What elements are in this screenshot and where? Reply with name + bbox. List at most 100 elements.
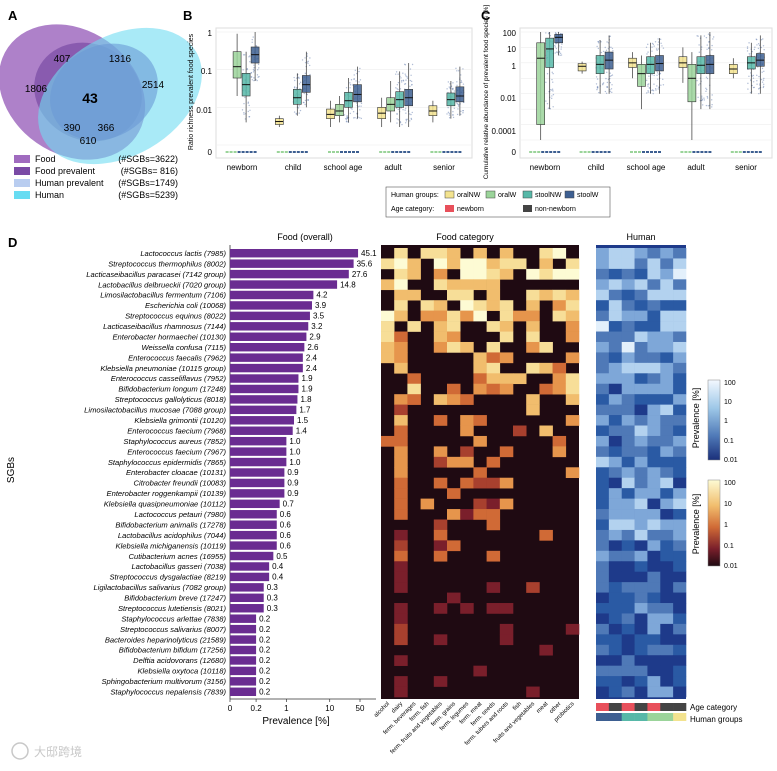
jitter-point [711,99,713,101]
heatmap-cell [394,248,408,259]
jitter-point [661,45,663,47]
heatmap-cell [394,623,408,635]
bar-category-label: Staphylococcus nepalensis (7839) [110,688,226,697]
jitter-point [555,43,557,45]
heatmap-cell [608,634,623,646]
jitter-point [251,41,253,43]
heatmap-cell [608,415,623,426]
jitter-point [757,88,760,90]
heatmap-cell [513,258,527,270]
bar-category-label: Limosilactobacillus mucosae (7088 group) [84,406,226,415]
jitter-point [402,108,404,111]
bar [230,583,264,592]
heatmap-cell [621,258,635,270]
heatmap-human-footer [596,703,687,721]
colorbar-tick: 100 [724,480,736,487]
heatmap-cell [460,477,474,489]
heatmap-cell [647,477,661,489]
heatmap-cell [660,488,674,499]
jitter-point [410,80,413,83]
heatmap-cell [460,446,474,458]
jitter-point [396,118,398,120]
heatmap-cell [473,383,487,395]
heatmap-cell [660,404,674,416]
heatmap-cell [596,488,610,499]
heatmap-cell [660,435,674,447]
bar-value-label: 1.8 [300,395,312,404]
heatmap-cell [420,498,435,510]
heatmap-cell [486,383,501,395]
jitter-point [452,88,454,91]
jitter-point [309,73,311,76]
jitter-point [558,51,561,53]
heatmap-cell [634,310,648,322]
heatmap-cell [621,603,635,614]
zero-point [634,151,637,153]
bar [230,342,305,352]
box [344,92,353,108]
jitter-point [410,113,412,116]
heatmap-cell [526,289,540,301]
heatmap-cell [596,456,610,468]
bar-category-label: Escherichia coli (10068) [145,301,227,310]
jitter-point [358,70,360,73]
bar-category-label: Streptococcus lutetiensis (8021) [118,604,227,613]
jitter-point [595,83,598,85]
bar-value-label: 14.8 [340,280,356,289]
jitter-point [249,60,251,63]
bar-value-label: 0.2 [259,646,271,655]
heatmap-cell [634,477,648,489]
heatmap-cell [621,425,635,437]
jitter-point [758,75,760,78]
jitter-point [349,82,351,84]
bar-value-label: 35.6 [357,259,373,268]
heatmap-cell [647,446,661,458]
jitter-point [652,43,655,46]
heatmap-cell [460,425,474,437]
bar-plot: 45.1 Lactococcus lactis (7985) 35.6 Strepto… [84,249,377,697]
heatmap-cell [381,331,395,343]
heatmap-cell [634,467,648,479]
heatmap-human [596,248,687,698]
jitter-point [701,98,704,101]
jitter-point [350,107,352,110]
heatmap-cell [499,498,514,510]
heatmap-cell [673,394,687,405]
zero-point [454,151,458,153]
heatmap-cell [565,268,580,280]
venn-region-label: 1316 [109,54,132,65]
heatmap-cell [460,300,474,311]
jitter-point [304,99,307,102]
heatmap-cell [394,509,408,520]
heatmap-cell [433,300,448,311]
jitter-point [602,82,605,84]
heatmap-cell [647,456,661,468]
bar [230,604,264,613]
heatmap-cell [660,592,674,604]
colorbar-blue-ticks: 100 10 1 0.1 0.01 [724,380,738,464]
heatmap-cell [420,248,435,259]
heatmap-cell [381,341,395,353]
jitter-point [605,49,608,52]
jitter-point [460,113,462,116]
heatmap-cell [621,446,635,458]
jitter-point [397,108,399,111]
jitter-point [754,46,756,48]
heatmap-cell [634,300,648,311]
jitter-point [255,78,257,81]
bar-value-label: 0.2 [259,688,271,697]
heatmap-cell [394,394,408,405]
heatmap-cell [660,519,674,531]
heatmap-cell [634,582,648,593]
zero-point [684,151,688,153]
jitter-point [355,102,358,104]
zero-point [450,151,454,153]
zero-point [541,151,545,153]
heatmap-cell [394,676,408,687]
heatmap-cell [673,582,687,593]
jitter-point [241,109,244,111]
heatmap-cell [673,435,687,447]
heatmap-cell [608,258,623,270]
jitter-point [242,54,245,56]
legend-swatch-food-prevalent [14,167,30,175]
